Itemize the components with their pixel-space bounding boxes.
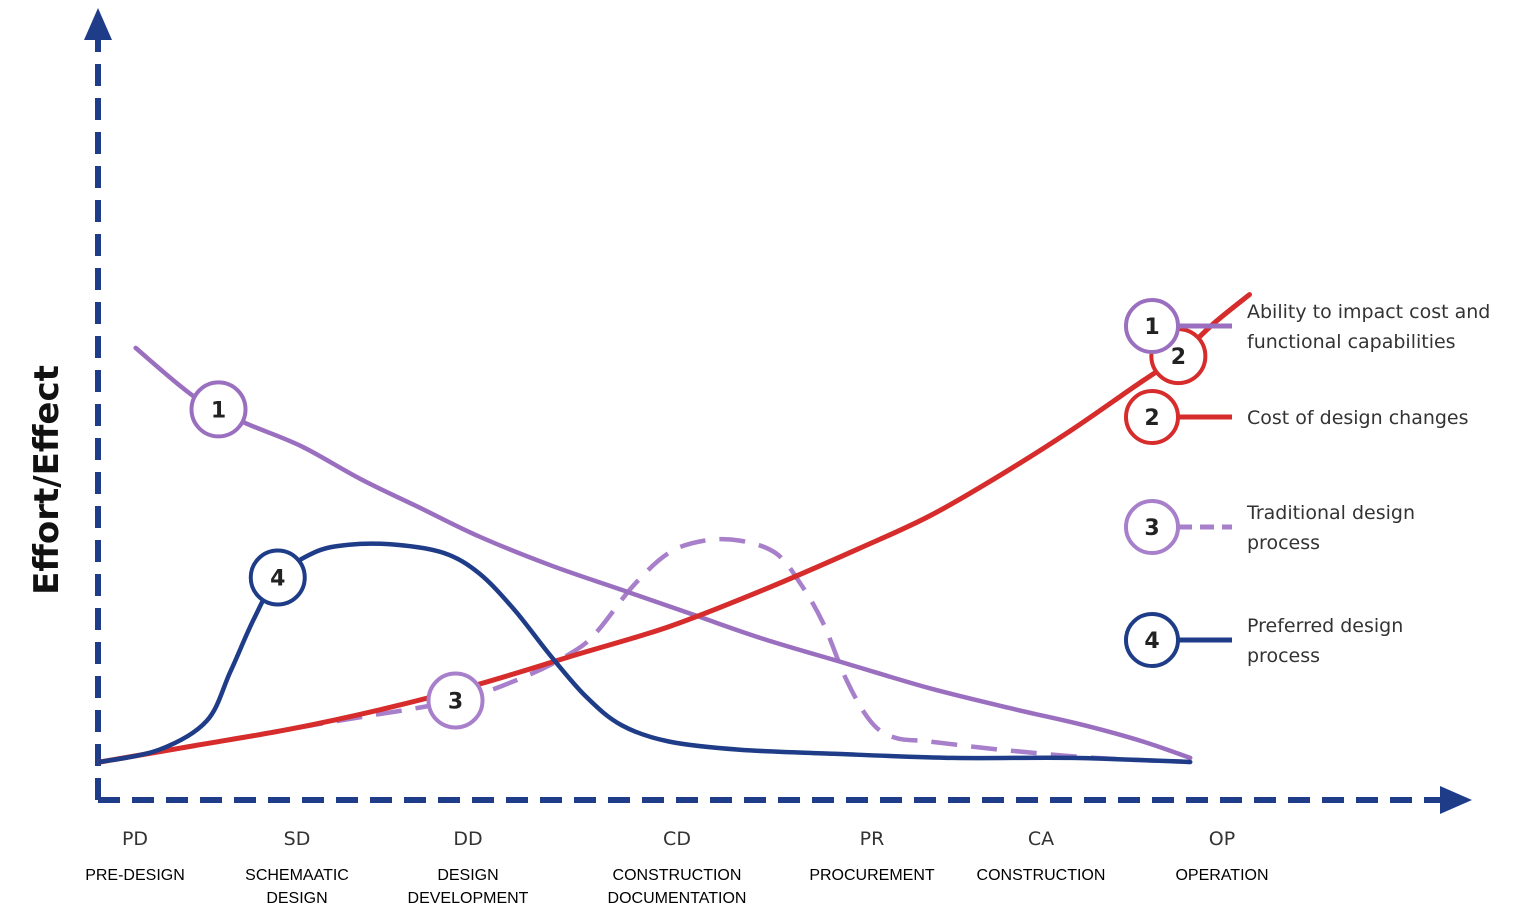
x-axis-labels: PD PRE-DESIGN SD SCHEMAATIC DESIGN DD DESIGN DE…	[85, 828, 1268, 907]
x-tick-abbr-sd: SD	[284, 828, 311, 850]
series-marker-label-1: 1	[211, 398, 226, 423]
legend-marker-label-3: 3	[1144, 516, 1159, 541]
legend-text-4-1: Preferred design	[1247, 615, 1403, 637]
series-line-4	[97, 541, 1193, 765]
series-marker-label-4: 4	[270, 567, 285, 592]
legend-marker-label-4: 4	[1144, 629, 1159, 654]
series-line-2	[97, 292, 1252, 765]
series-lines	[97, 292, 1252, 765]
legend-item-2: 2 Cost of design changes	[1124, 389, 1469, 445]
series-marker-4: 4	[248, 548, 307, 607]
legend-item-4: 4 Preferred design process	[1124, 612, 1403, 668]
x-tick-name-pr-1: PROCUREMENT	[809, 867, 935, 884]
legend-marker-circle-1	[1124, 298, 1180, 354]
legend-text-3-2: process	[1247, 532, 1320, 554]
x-tick-name-cd-1: CONSTRUCTION	[613, 867, 742, 884]
series-marker-1: 1	[189, 380, 248, 439]
series-marker-3: 3	[426, 671, 485, 730]
x-tick-abbr-cd: CD	[663, 828, 691, 850]
legend-text-4-2: process	[1247, 645, 1320, 667]
legend-text-2-1: Cost of design changes	[1247, 407, 1469, 429]
x-tick-abbr-ca: CA	[1028, 828, 1054, 850]
legend-text-1-2: functional capabilities	[1247, 331, 1456, 353]
legend-text-3-1: Traditional design	[1246, 502, 1415, 524]
x-tick-name-sd-2: DESIGN	[266, 890, 327, 906]
x-tick-name-dd-2: DEVELOPMENT	[408, 890, 529, 906]
series-markers: 1 2 3 4	[189, 327, 1208, 730]
series-marker-label-2: 2	[1171, 345, 1186, 370]
x-tick-name-pd-1: PRE-DESIGN	[85, 867, 185, 884]
y-axis-label: Effort/Effect	[27, 365, 67, 595]
series-marker-circle-3	[426, 671, 485, 730]
legend-marker-circle-4	[1124, 612, 1180, 668]
axes	[84, 8, 1472, 814]
x-tick-abbr-pd: PD	[122, 828, 148, 850]
series-marker-circle-1	[189, 380, 248, 439]
series-marker-circle-4	[248, 548, 307, 607]
x-tick-name-op-1: OPERATION	[1175, 867, 1268, 884]
x-tick-name-ca-1: CONSTRUCTION	[977, 867, 1106, 884]
legend-marker-label-1: 1	[1144, 315, 1159, 340]
x-tick-name-dd-1: DESIGN	[437, 867, 498, 884]
x-tick-abbr-dd: DD	[453, 828, 482, 850]
y-axis-arrowhead	[84, 8, 112, 40]
x-tick-name-sd-1: SCHEMAATIC	[245, 867, 349, 884]
x-tick-abbr-op: OP	[1209, 828, 1235, 850]
legend-item-3: 3 Traditional design process	[1124, 499, 1415, 555]
series-marker-label-3: 3	[448, 690, 463, 715]
legend: 1 Ability to impact cost and functional ca…	[1124, 298, 1490, 668]
x-axis-arrowhead	[1440, 786, 1472, 814]
legend-text-1-1: Ability to impact cost and	[1247, 301, 1490, 323]
x-tick-abbr-pr: PR	[860, 828, 885, 850]
legend-marker-label-2: 2	[1144, 406, 1159, 431]
legend-marker-circle-2	[1124, 389, 1180, 445]
legend-item-1: 1 Ability to impact cost and functional ca…	[1124, 298, 1490, 354]
x-tick-name-cd-2: DOCUMENTATION	[608, 890, 747, 906]
series-line-1	[133, 345, 1193, 761]
legend-marker-circle-3	[1124, 499, 1180, 555]
